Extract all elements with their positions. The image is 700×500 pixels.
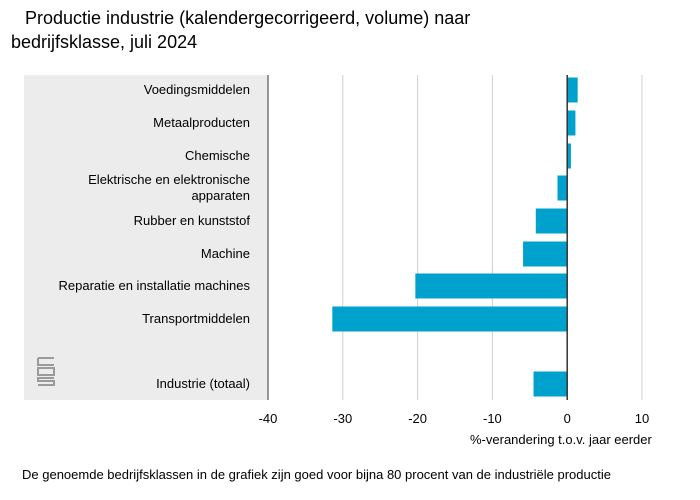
x-axis-label: %-verandering t.o.v. jaar eerder bbox=[470, 432, 652, 447]
category-label-3: Elektrische en elektronische apparaten bbox=[30, 172, 250, 204]
x-tick-label-4: 0 bbox=[564, 411, 571, 426]
category-label-line: Voedingsmiddelen bbox=[143, 82, 250, 97]
x-tick-label-1: -30 bbox=[333, 411, 352, 426]
category-label-panel bbox=[24, 75, 268, 400]
footnote: De genoemde bedrijfsklassen in de grafie… bbox=[22, 467, 611, 482]
category-label-line: Industrie (totaal) bbox=[156, 376, 250, 391]
x-tick-label-5: 10 bbox=[635, 411, 649, 426]
bar-6 bbox=[415, 273, 568, 299]
category-label-line: Metaalproducten bbox=[153, 115, 250, 130]
category-label-1: Metaalproducten bbox=[30, 115, 250, 131]
bar-4 bbox=[535, 208, 568, 234]
category-label-line: Transportmiddelen bbox=[142, 311, 250, 326]
category-label-0: Voedingsmiddelen bbox=[30, 82, 250, 98]
category-label-2: Chemische bbox=[30, 148, 250, 164]
category-label-line: Chemische bbox=[184, 148, 250, 163]
bar-1 bbox=[567, 110, 576, 136]
category-label-8: Industrie (totaal) bbox=[30, 376, 250, 392]
x-tick-label-0: -40 bbox=[259, 411, 278, 426]
bar-7 bbox=[332, 306, 568, 332]
chart-title: Productie industrie (kalendergecorrigeer… bbox=[11, 6, 531, 54]
bar-2 bbox=[567, 143, 571, 169]
chart-title-line-1: Productie industrie (kalendergecorrigeer… bbox=[25, 8, 471, 28]
category-label-line: Rubber en kunststof bbox=[133, 213, 250, 228]
bar-5 bbox=[523, 241, 568, 267]
category-label-6: Reparatie en installatie machines bbox=[30, 278, 251, 294]
cbs-logo-icon bbox=[34, 355, 58, 392]
category-label-line: apparaten bbox=[191, 188, 250, 203]
x-tick-label-3: -10 bbox=[483, 411, 502, 426]
category-label-7: Transportmiddelen bbox=[30, 311, 250, 327]
category-label-line: Elektrische en elektronische bbox=[88, 172, 250, 187]
bar-3 bbox=[557, 175, 568, 201]
bar-0 bbox=[567, 77, 578, 103]
category-label-4: Rubber en kunststof bbox=[30, 213, 250, 229]
x-tick-label-2: -20 bbox=[408, 411, 427, 426]
category-label-line: Reparatie en installatie machines bbox=[58, 278, 251, 293]
category-label-line: Machine bbox=[200, 246, 250, 261]
category-label-5: Machine bbox=[30, 246, 250, 262]
chart-title-line-2: bedrijfsklasse, juli 2024 bbox=[11, 32, 198, 52]
bar-8 bbox=[533, 371, 568, 397]
